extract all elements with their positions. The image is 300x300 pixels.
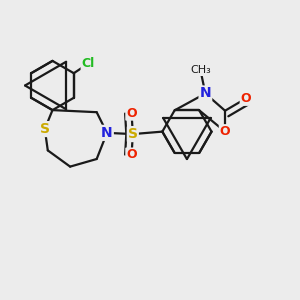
Text: N: N xyxy=(200,86,211,100)
Text: O: O xyxy=(126,148,137,161)
Text: N: N xyxy=(101,126,113,140)
Text: S: S xyxy=(40,122,50,136)
Text: O: O xyxy=(241,92,251,105)
Text: Cl: Cl xyxy=(82,57,95,70)
Text: S: S xyxy=(128,127,138,141)
Text: CH₃: CH₃ xyxy=(190,65,211,75)
Text: O: O xyxy=(126,107,137,120)
Text: O: O xyxy=(220,125,230,138)
